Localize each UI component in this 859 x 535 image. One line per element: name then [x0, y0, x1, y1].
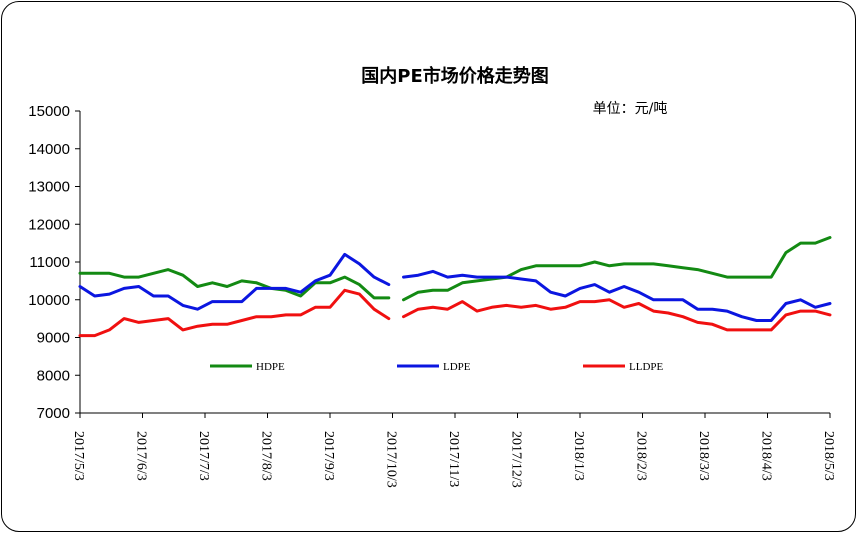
axes: 7000 8000 9000 10000 11000 12000 13000 14000 150… — [28, 103, 836, 488]
y-tick-label: 8000 — [37, 367, 70, 384]
x-tick-label: 2017/7/3 — [196, 431, 211, 481]
x-tick-label: 2017/8/3 — [259, 431, 274, 481]
y-tick-label: 15000 — [28, 103, 70, 120]
series-line-hdpe-part2 — [402, 236, 832, 302]
x-tick-label: 2018/4/3 — [759, 431, 774, 481]
x-tick-label: 2017/12/3 — [509, 431, 524, 488]
x-tick-label: 2017/10/3 — [384, 431, 399, 488]
y-tick-label: 10000 — [28, 292, 70, 309]
series-lines — [78, 236, 832, 338]
series-line-ldpe-part2 — [402, 269, 832, 322]
legend-label-hdpe: HDPE — [256, 361, 285, 373]
y-tick-label: 7000 — [37, 405, 70, 422]
series-line-lldpe-part1 — [78, 288, 391, 338]
y-tick-label: 13000 — [28, 179, 70, 196]
legend-label-ldpe: LDPE — [443, 361, 471, 373]
x-tick-label: 2017/5/3 — [71, 431, 86, 481]
x-tick-label: 2018/1/3 — [571, 431, 586, 481]
series-line-ldpe-part1 — [78, 252, 391, 311]
y-tick-label: 12000 — [28, 216, 70, 233]
legend-label-lldpe: LLDPE — [629, 361, 664, 373]
x-tick-label: 2017/6/3 — [134, 431, 149, 481]
x-tick-label: 2017/11/3 — [446, 431, 461, 487]
x-tick-label: 2017/9/3 — [321, 431, 336, 481]
unit-label: 单位：元/吨 — [593, 101, 668, 117]
y-tick-label: 9000 — [37, 330, 70, 347]
series-line-hdpe-part1 — [78, 268, 391, 300]
x-tick-label: 2018/2/3 — [634, 431, 649, 481]
x-tick-label: 2018/5/3 — [821, 431, 836, 481]
series-line-lldpe-part2 — [402, 298, 832, 332]
legend: HDPE LDPE LLDPE — [210, 361, 664, 373]
y-tick-label: 14000 — [28, 141, 70, 158]
y-tick-label: 11000 — [29, 254, 70, 271]
x-tick-label: 2018/3/3 — [696, 431, 711, 481]
chart-title: 国内PE市场价格走势图 — [361, 65, 549, 87]
